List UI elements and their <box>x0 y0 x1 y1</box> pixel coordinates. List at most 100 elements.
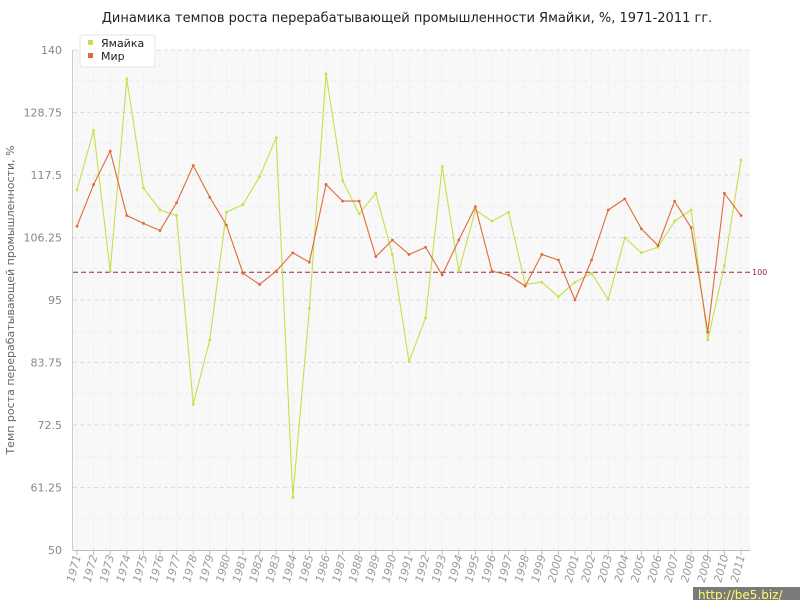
series-segment <box>541 253 559 261</box>
data-point[interactable] <box>673 219 676 223</box>
data-point[interactable] <box>208 338 212 342</box>
series-segment <box>557 259 576 301</box>
watermark-box <box>693 587 800 600</box>
data-point[interactable] <box>723 191 726 195</box>
series-segment <box>707 265 725 341</box>
data-point[interactable] <box>606 298 610 301</box>
data-point[interactable] <box>357 212 361 216</box>
data-point[interactable] <box>75 188 79 192</box>
data-point[interactable] <box>92 183 95 186</box>
data-point[interactable] <box>374 255 378 259</box>
data-point[interactable] <box>590 258 593 262</box>
data-point[interactable] <box>274 136 278 140</box>
reference-line-group: 100 <box>73 268 767 277</box>
data-point[interactable] <box>540 280 544 284</box>
data-point[interactable] <box>324 183 328 186</box>
data-point[interactable] <box>557 295 560 299</box>
data-point[interactable] <box>424 245 427 249</box>
data-point[interactable] <box>75 224 79 228</box>
data-point[interactable] <box>391 253 394 256</box>
series-segment <box>425 246 443 276</box>
data-point[interactable] <box>341 199 344 203</box>
data-point[interactable] <box>689 226 693 230</box>
data-point[interactable] <box>689 208 693 212</box>
series-segment <box>491 270 510 276</box>
data-point[interactable] <box>191 164 195 167</box>
data-point[interactable] <box>175 201 179 205</box>
data-point[interactable] <box>557 258 560 262</box>
data-point[interactable] <box>673 199 676 203</box>
data-point[interactable] <box>208 195 212 199</box>
data-point[interactable] <box>573 298 577 302</box>
series-segment <box>441 239 460 276</box>
data-point[interactable] <box>407 360 411 364</box>
data-point[interactable] <box>374 191 378 195</box>
data-point[interactable] <box>142 186 145 190</box>
data-point[interactable] <box>440 165 444 169</box>
data-point[interactable] <box>457 238 461 242</box>
data-point[interactable] <box>225 210 228 214</box>
data-point[interactable] <box>490 219 494 223</box>
data-point[interactable] <box>507 273 510 277</box>
data-point[interactable] <box>490 269 494 273</box>
data-point[interactable] <box>175 214 179 217</box>
data-point[interactable] <box>308 260 311 264</box>
data-point[interactable] <box>225 223 228 227</box>
data-point[interactable] <box>291 495 295 499</box>
series-segment <box>458 209 476 272</box>
series-segment <box>209 211 227 341</box>
data-point[interactable] <box>291 251 295 255</box>
data-point[interactable] <box>523 284 527 288</box>
data-point[interactable] <box>590 271 593 275</box>
data-point[interactable] <box>640 227 643 231</box>
data-point[interactable] <box>623 197 627 201</box>
data-point[interactable] <box>191 403 195 406</box>
data-point[interactable] <box>706 338 710 342</box>
data-point[interactable] <box>656 244 660 247</box>
series-segment <box>308 73 327 309</box>
data-point[interactable] <box>640 251 643 255</box>
data-point[interactable] <box>241 203 245 206</box>
data-point[interactable] <box>623 236 627 240</box>
data-point[interactable] <box>324 72 328 76</box>
data-point[interactable] <box>108 149 112 153</box>
data-point[interactable] <box>258 283 261 286</box>
series-segment <box>690 209 709 341</box>
data-point[interactable] <box>108 269 112 273</box>
data-point[interactable] <box>258 175 261 179</box>
data-point[interactable] <box>357 199 361 203</box>
data-point[interactable] <box>507 210 510 214</box>
series-segment <box>458 206 476 241</box>
data-point[interactable] <box>706 330 710 334</box>
data-point[interactable] <box>440 273 444 277</box>
data-point[interactable] <box>739 158 743 162</box>
data-point[interactable] <box>606 208 610 212</box>
series-segment <box>657 200 676 247</box>
data-point[interactable] <box>540 253 544 256</box>
data-point[interactable] <box>125 214 129 217</box>
data-point[interactable] <box>457 269 461 273</box>
data-point[interactable] <box>92 129 95 132</box>
data-point[interactable] <box>241 271 245 275</box>
data-point[interactable] <box>274 269 278 273</box>
data-point[interactable] <box>158 229 162 232</box>
y-tick-label: 106.25 <box>24 232 63 245</box>
data-point[interactable] <box>739 214 743 217</box>
series-segment <box>259 270 277 285</box>
data-point[interactable] <box>308 306 311 310</box>
series-segment <box>524 253 543 287</box>
data-point[interactable] <box>424 316 427 320</box>
data-point[interactable] <box>474 205 477 209</box>
legend[interactable]: Ямайка Мир <box>79 34 156 68</box>
data-point[interactable] <box>723 264 726 267</box>
data-point[interactable] <box>125 77 129 81</box>
data-point[interactable] <box>391 238 394 242</box>
data-point[interactable] <box>407 253 411 256</box>
series-segment <box>93 130 111 272</box>
data-point[interactable] <box>573 280 577 284</box>
series-segment <box>674 200 692 229</box>
data-point[interactable] <box>158 208 162 212</box>
data-point[interactable] <box>142 221 145 225</box>
data-point[interactable] <box>341 179 344 182</box>
